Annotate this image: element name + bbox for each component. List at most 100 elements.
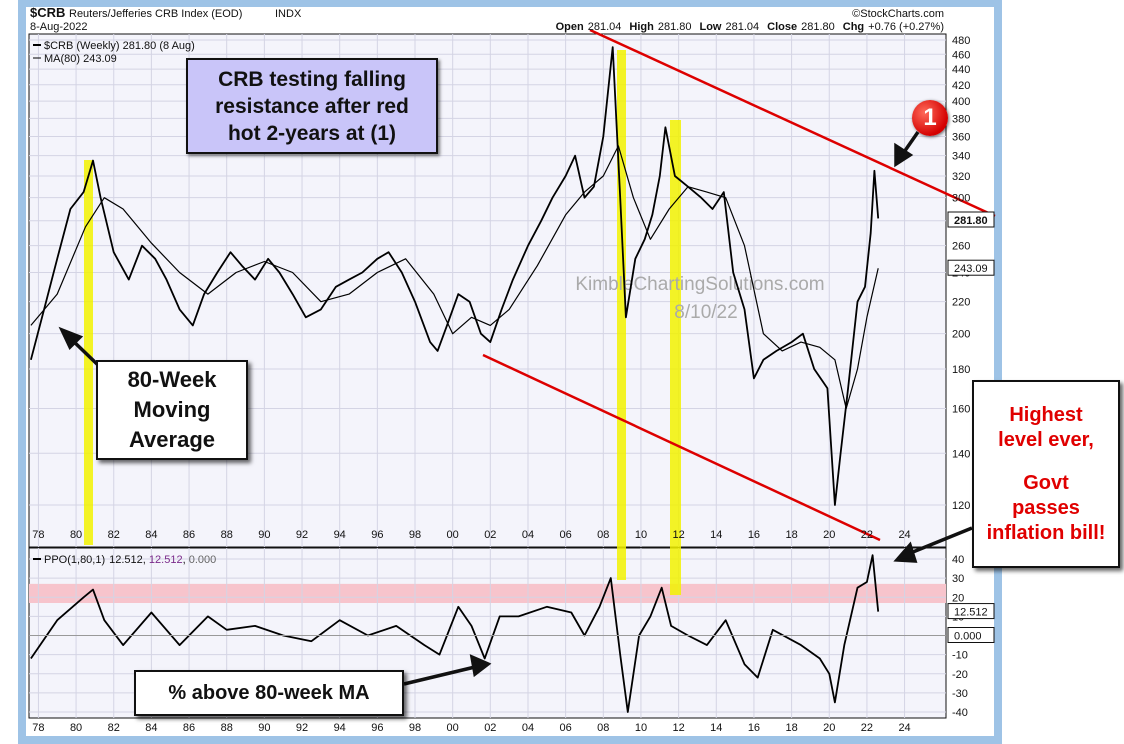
close-value: 281.80 bbox=[801, 21, 835, 33]
x-tick-label-ppo: 90 bbox=[258, 722, 270, 734]
arrow-high bbox=[907, 526, 973, 556]
arrow-pct-head bbox=[469, 654, 492, 678]
high-line1: Highest bbox=[1009, 403, 1083, 426]
pct-band bbox=[29, 583, 946, 603]
close-label: Close bbox=[767, 21, 797, 33]
legend-ppo: PPO(1,80,1) 12.512, 12.512, 0.000 bbox=[44, 554, 216, 566]
low-value: 281.04 bbox=[725, 21, 759, 33]
y-tick-label-ppo: 20 bbox=[952, 592, 964, 604]
y-tick-label-price: 300 bbox=[952, 193, 970, 205]
ma-annotation-line2: Moving bbox=[133, 397, 211, 422]
support-trendline bbox=[482, 353, 881, 542]
x-tick-label-price: 88 bbox=[221, 529, 233, 541]
x-tick-label-ppo: 86 bbox=[183, 722, 195, 734]
x-tick-label-price: 78 bbox=[32, 529, 44, 541]
chg-value: +0.76 (+0.27%) bbox=[868, 21, 944, 33]
x-tick-label-ppo: 88 bbox=[221, 722, 233, 734]
y-tick-label-price: 160 bbox=[952, 404, 970, 416]
highlight-bar bbox=[670, 120, 681, 595]
legend-ppo-v1: 12.512 bbox=[109, 554, 143, 566]
x-tick-label-ppo: 80 bbox=[70, 722, 82, 734]
x-tick-label-ppo: 94 bbox=[334, 722, 346, 734]
ma-annotation: 80-Week Moving Average bbox=[96, 360, 248, 460]
watermark-line1: KimbleChartingSolutions.com bbox=[575, 274, 824, 295]
arrows bbox=[58, 131, 973, 686]
y-tick-label-price: 120 bbox=[952, 500, 970, 512]
axes: 78 78 80 80 82 82 84 84 86 86 88 88 90 90 92 92 94 94 96 96… bbox=[32, 35, 995, 734]
y-tick-label-price: 420 bbox=[952, 80, 970, 92]
ppo-line bbox=[30, 554, 880, 713]
resistance-trendline bbox=[589, 28, 996, 218]
y-tick-label-ppo: -10 bbox=[952, 650, 968, 662]
highest-level-annotation: Highest level ever, Govt passes inflatio… bbox=[972, 380, 1120, 568]
x-tick-label-price: 20 bbox=[823, 529, 835, 541]
high-line5: inflation bill! bbox=[986, 521, 1106, 544]
title-annotation: CRB testing falling resistance after red… bbox=[186, 58, 438, 154]
x-tick-label-price: 10 bbox=[635, 529, 647, 541]
x-tick-label-price: 90 bbox=[258, 529, 270, 541]
x-tick-label-price: 84 bbox=[145, 529, 157, 541]
y-tick-label-price: 220 bbox=[952, 297, 970, 309]
x-tick-label-ppo: 78 bbox=[32, 722, 44, 734]
x-tick-label-ppo: 82 bbox=[108, 722, 120, 734]
open-label: Open bbox=[556, 21, 584, 33]
svg-text:281.80: 281.80 bbox=[954, 215, 988, 227]
price-line bbox=[30, 46, 880, 506]
last-price-label: 281.80 bbox=[947, 211, 995, 228]
pct-annotation: % above 80-week MA bbox=[134, 670, 404, 716]
y-tick-label-ppo: -30 bbox=[952, 688, 968, 700]
x-tick-label-ppo: 00 bbox=[447, 722, 459, 734]
x-tick-label-price: 98 bbox=[409, 529, 421, 541]
x-tick-label-price: 22 bbox=[861, 529, 873, 541]
legend-ppo-name: PPO(1,80,1) bbox=[44, 554, 105, 566]
x-tick-label-price: 00 bbox=[447, 529, 459, 541]
x-tick-label-price: 08 bbox=[597, 529, 609, 541]
last-ppo-label: 12.512 bbox=[947, 603, 995, 620]
x-tick-label-ppo: 10 bbox=[635, 722, 647, 734]
x-tick-label-price: 12 bbox=[672, 529, 684, 541]
y-tick-label-price: 340 bbox=[952, 151, 970, 163]
arrow-pct bbox=[403, 665, 476, 686]
y-tick-label-price: 380 bbox=[952, 113, 970, 125]
high-line3: Govt bbox=[1023, 471, 1069, 494]
x-tick-label-ppo: 14 bbox=[710, 722, 722, 734]
watermark-line2: 8/10/22 bbox=[674, 302, 737, 323]
x-tick-label-price: 06 bbox=[560, 529, 572, 541]
x-tick-label-ppo: 02 bbox=[484, 722, 496, 734]
ma-annotation-line1: 80-Week bbox=[127, 367, 217, 392]
x-tick-label-price: 02 bbox=[484, 529, 496, 541]
x-tick-label-ppo: 20 bbox=[823, 722, 835, 734]
x-tick-label-ppo: 16 bbox=[748, 722, 760, 734]
y-tick-label-price: 460 bbox=[952, 49, 970, 61]
x-tick-label-price: 24 bbox=[898, 529, 910, 541]
price-panel bbox=[28, 33, 947, 548]
high-line2: level ever, bbox=[998, 428, 1094, 451]
highlight-bars bbox=[84, 50, 681, 595]
y-tick-label-price: 260 bbox=[952, 241, 970, 253]
marker-1: 1 bbox=[912, 100, 948, 136]
x-tick-label-ppo: 06 bbox=[560, 722, 572, 734]
low-label: Low bbox=[699, 21, 721, 33]
y-tick-label-ppo: -40 bbox=[952, 707, 968, 719]
x-tick-label-price: 96 bbox=[371, 529, 383, 541]
y-tick-label-price: 200 bbox=[952, 329, 970, 341]
x-tick-label-ppo: 12 bbox=[672, 722, 684, 734]
header-symbol: $CRB bbox=[30, 5, 65, 20]
y-tick-label-price: 440 bbox=[952, 64, 970, 76]
legend-ma: MA(80) 243.09 bbox=[44, 53, 117, 65]
x-tick-label-ppo: 92 bbox=[296, 722, 308, 734]
highlight-bar bbox=[84, 160, 93, 545]
x-tick-label-ppo: 96 bbox=[371, 722, 383, 734]
open-value: 281.04 bbox=[588, 21, 622, 33]
x-tick-label-price: 80 bbox=[70, 529, 82, 541]
y-tick-label-price: 400 bbox=[952, 96, 970, 108]
arrow-ma-head bbox=[58, 326, 84, 350]
y-tick-label-price: 320 bbox=[952, 171, 970, 183]
series-layer bbox=[29, 46, 946, 713]
svg-text:0.000: 0.000 bbox=[954, 631, 982, 643]
last-ma-label: 243.09 bbox=[947, 259, 995, 276]
x-tick-label-ppo: 04 bbox=[522, 722, 534, 734]
highlight-bar bbox=[617, 50, 626, 580]
x-tick-label-price: 18 bbox=[785, 529, 797, 541]
x-tick-label-price: 04 bbox=[522, 529, 534, 541]
